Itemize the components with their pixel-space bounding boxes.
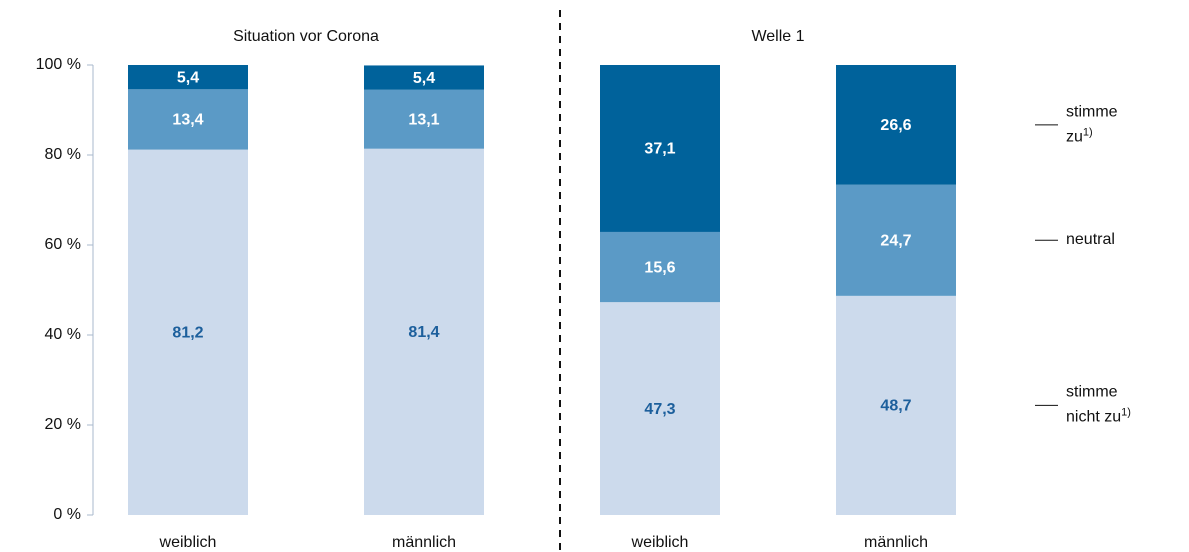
- y-tick-label: 60 %: [45, 236, 81, 253]
- value-label: 37,1: [644, 141, 675, 158]
- y-tick-label: 20 %: [45, 416, 81, 433]
- bar-segment: [600, 65, 720, 232]
- value-label: 5,4: [177, 69, 199, 86]
- y-tick-label: 0 %: [53, 506, 81, 523]
- value-label: 24,7: [880, 232, 911, 249]
- legend-label: stimme nicht zu1): [1066, 383, 1146, 428]
- bar-segment: [128, 89, 248, 150]
- legend-text: stimme nicht zu: [1066, 383, 1122, 427]
- bar-segment: [836, 295, 956, 515]
- x-tick-label: weiblich: [631, 534, 689, 551]
- x-tick-label: weiblich: [159, 534, 217, 551]
- legend-label: neutral: [1066, 230, 1146, 250]
- group-title: Situation vor Corona: [233, 28, 379, 45]
- y-tick-label: 40 %: [45, 326, 81, 343]
- bar-segment: [128, 149, 248, 515]
- bar-segment: [364, 89, 484, 149]
- bar-segment: [128, 65, 248, 90]
- bar-segment: [836, 184, 956, 296]
- bar-segment: [364, 65, 484, 90]
- value-label: 5,4: [413, 70, 435, 87]
- legend-text: stimme zu: [1066, 103, 1118, 146]
- bar-segment: [600, 231, 720, 303]
- value-label: 48,7: [880, 398, 911, 415]
- legend-text: neutral: [1066, 231, 1115, 249]
- group-title: Welle 1: [751, 28, 804, 45]
- legend-label: stimme zu1): [1066, 102, 1146, 147]
- bar-segment: [836, 65, 956, 185]
- footnote-mark: 1): [1082, 126, 1093, 139]
- y-tick-label: 80 %: [45, 146, 81, 163]
- value-label: 81,2: [172, 325, 203, 342]
- bar-segment: [364, 148, 484, 515]
- footnote-mark: 1): [1121, 406, 1131, 419]
- value-label: 81,4: [408, 324, 439, 341]
- value-label: 15,6: [644, 259, 675, 276]
- x-tick-label: männlich: [864, 534, 928, 551]
- y-tick-label: 100 %: [36, 56, 81, 73]
- value-label: 13,1: [408, 111, 439, 128]
- value-label: 13,4: [172, 112, 203, 129]
- bar-segment: [600, 302, 720, 515]
- x-tick-label: männlich: [392, 534, 456, 551]
- value-label: 26,6: [880, 117, 911, 134]
- value-label: 47,3: [644, 401, 675, 418]
